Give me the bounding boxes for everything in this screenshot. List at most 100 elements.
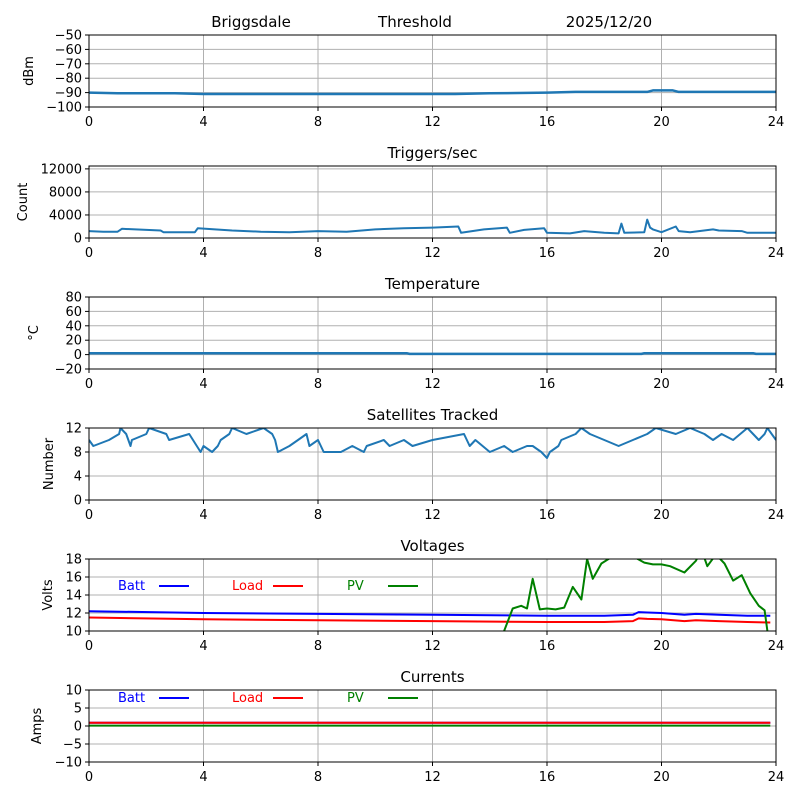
y-tick-label: 12 bbox=[65, 422, 82, 437]
x-tick-label: 0 bbox=[85, 115, 93, 130]
date-title: 2025/12/20 bbox=[566, 13, 652, 31]
x-tick-label: 16 bbox=[539, 508, 556, 523]
y-tick-label: −60 bbox=[55, 43, 82, 58]
axes-frame bbox=[88, 165, 777, 239]
x-tick-label: 8 bbox=[314, 770, 322, 785]
series-line-load bbox=[89, 616, 771, 624]
x-tick-label: 16 bbox=[539, 770, 556, 785]
x-tick-label: 20 bbox=[653, 770, 670, 785]
x-tick-label: 20 bbox=[653, 508, 670, 523]
series-line-batt bbox=[89, 610, 771, 617]
legend-label-batt: Batt bbox=[118, 691, 145, 706]
y-tick-label: 80 bbox=[65, 291, 82, 306]
x-tick-label: 4 bbox=[199, 115, 207, 130]
series-line-satellites bbox=[89, 428, 776, 459]
station-title: Briggsdale bbox=[211, 13, 291, 31]
x-tick-label: 16 bbox=[539, 639, 556, 654]
y-tick-label: 0 bbox=[74, 720, 82, 735]
x-tick-label: 20 bbox=[653, 246, 670, 261]
y-tick-label: 8000 bbox=[49, 185, 82, 200]
x-tick-label: 20 bbox=[653, 377, 670, 392]
panel-title: Temperature bbox=[384, 275, 480, 293]
x-tick-label: 0 bbox=[85, 508, 93, 523]
y-tick-label: 12 bbox=[65, 607, 82, 622]
x-tick-label: 0 bbox=[85, 377, 93, 392]
axes-frame bbox=[88, 296, 777, 370]
y-tick-label: −70 bbox=[55, 57, 82, 72]
y-tick-label: 18 bbox=[65, 553, 82, 568]
axes-frame bbox=[88, 558, 777, 632]
y-axis-label: dBm bbox=[22, 56, 37, 86]
y-axis-label: Amps bbox=[30, 707, 45, 744]
panel-threshold: 0 4 8 12 16 20 24 −50−60−70−80−90−100 dBm bbox=[22, 29, 784, 131]
x-tick-label: 8 bbox=[314, 639, 322, 654]
y-tick-label: 0 bbox=[74, 232, 82, 247]
y-tick-label: −50 bbox=[55, 29, 82, 44]
x-tick-label: 8 bbox=[314, 246, 322, 261]
x-tick-label: 12 bbox=[424, 377, 441, 392]
x-tick-label: 20 bbox=[653, 639, 670, 654]
y-tick-label: 0 bbox=[74, 494, 82, 509]
legend-label-batt: Batt bbox=[118, 579, 145, 594]
x-tick-label: 24 bbox=[768, 115, 785, 130]
x-tick-label: 4 bbox=[199, 508, 207, 523]
x-tick-label: 24 bbox=[768, 508, 785, 523]
x-tick-label: 24 bbox=[768, 770, 785, 785]
y-tick-label: 10 bbox=[65, 625, 82, 640]
x-tick-label: 12 bbox=[424, 770, 441, 785]
series-line-triggers bbox=[89, 218, 776, 235]
panel-currents: 0 4 8 12 16 20 24 10 5 0 −5 −10 Currents Amps Batt Load… bbox=[30, 668, 784, 785]
y-tick-label: 4 bbox=[74, 470, 82, 485]
x-tick-label: 8 bbox=[314, 115, 322, 130]
x-tick-label: 0 bbox=[85, 770, 93, 785]
y-tick-label: 40 bbox=[65, 319, 82, 334]
x-tick-label: 16 bbox=[539, 246, 556, 261]
legend-label-load: Load bbox=[232, 579, 263, 594]
x-tick-label: 4 bbox=[199, 770, 207, 785]
panel-voltages: 0 4 8 12 16 20 24 18 16 14 12 10 Voltages Volts Batt Lo… bbox=[41, 537, 784, 654]
x-tick-label: 8 bbox=[314, 508, 322, 523]
y-tick-label: 20 bbox=[65, 334, 82, 349]
panel-title: Satellites Tracked bbox=[367, 406, 498, 424]
y-axis-label: Count bbox=[16, 183, 31, 222]
axes-frame bbox=[88, 34, 777, 108]
x-tick-label: 8 bbox=[314, 377, 322, 392]
legend-label-pv: PV bbox=[347, 691, 364, 706]
y-tick-label: −80 bbox=[55, 72, 82, 87]
y-tick-label: 10 bbox=[65, 684, 82, 699]
y-tick-label: 0 bbox=[74, 348, 82, 363]
y-axis-label: °C bbox=[27, 325, 42, 341]
y-tick-label: 14 bbox=[65, 589, 82, 604]
x-tick-label: 24 bbox=[768, 246, 785, 261]
x-tick-label: 16 bbox=[539, 115, 556, 130]
x-tick-label: 16 bbox=[539, 377, 556, 392]
panel-title: Currents bbox=[400, 668, 464, 686]
x-tick-label: 12 bbox=[424, 639, 441, 654]
legend-label-load: Load bbox=[232, 691, 263, 706]
y-tick-label: 8 bbox=[74, 446, 82, 461]
x-tick-label: 4 bbox=[199, 377, 207, 392]
y-tick-label: −10 bbox=[55, 756, 82, 771]
y-tick-label: 60 bbox=[65, 305, 82, 320]
x-tick-label: 4 bbox=[199, 639, 207, 654]
panel-satellites: 0 4 8 12 16 20 24 12 8 4 0 Satellites Tracked Number bbox=[42, 406, 784, 523]
y-tick-label: 4000 bbox=[49, 208, 82, 223]
axes-frame bbox=[88, 427, 777, 501]
panel-title: Triggers/sec bbox=[387, 144, 478, 162]
panel-triggers: 0 4 8 12 16 20 24 12000 8000 4000 0 Triggers/sec Cou… bbox=[16, 144, 784, 261]
axes-frame bbox=[88, 689, 777, 763]
y-tick-label: 5 bbox=[74, 702, 82, 717]
series-line-threshold bbox=[89, 89, 776, 96]
y-tick-label: 12000 bbox=[41, 162, 82, 177]
x-tick-label: 12 bbox=[424, 115, 441, 130]
x-tick-label: 24 bbox=[768, 639, 785, 654]
y-axis-label: Volts bbox=[41, 579, 56, 611]
x-tick-label: 0 bbox=[85, 246, 93, 261]
y-tick-label: −100 bbox=[46, 101, 82, 116]
series-line-temperature bbox=[89, 351, 776, 356]
y-tick-label: 16 bbox=[65, 571, 82, 586]
y-axis-label: Number bbox=[42, 437, 57, 490]
y-tick-label: −20 bbox=[55, 363, 82, 378]
